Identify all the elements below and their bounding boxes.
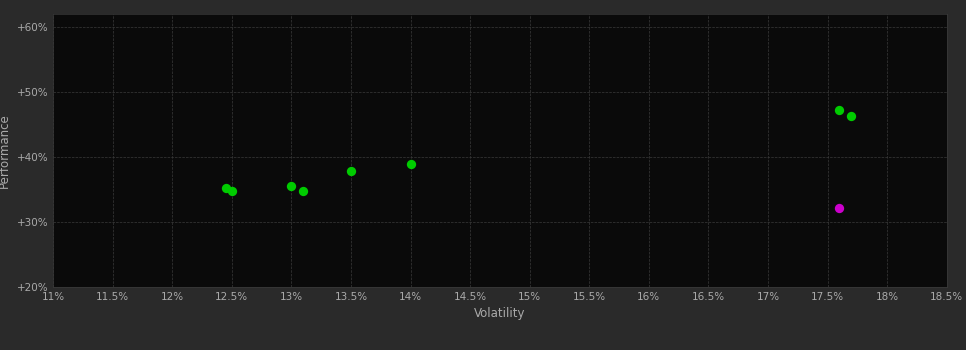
- Point: [218, 186, 234, 191]
- Y-axis label: Performance: Performance: [0, 113, 11, 188]
- Point: [832, 205, 847, 210]
- Point: [284, 183, 299, 188]
- Point: [843, 113, 859, 119]
- Point: [403, 161, 418, 166]
- Point: [296, 188, 311, 194]
- X-axis label: Volatility: Volatility: [474, 307, 526, 320]
- Point: [832, 107, 847, 112]
- Point: [224, 189, 240, 194]
- Point: [343, 168, 358, 174]
